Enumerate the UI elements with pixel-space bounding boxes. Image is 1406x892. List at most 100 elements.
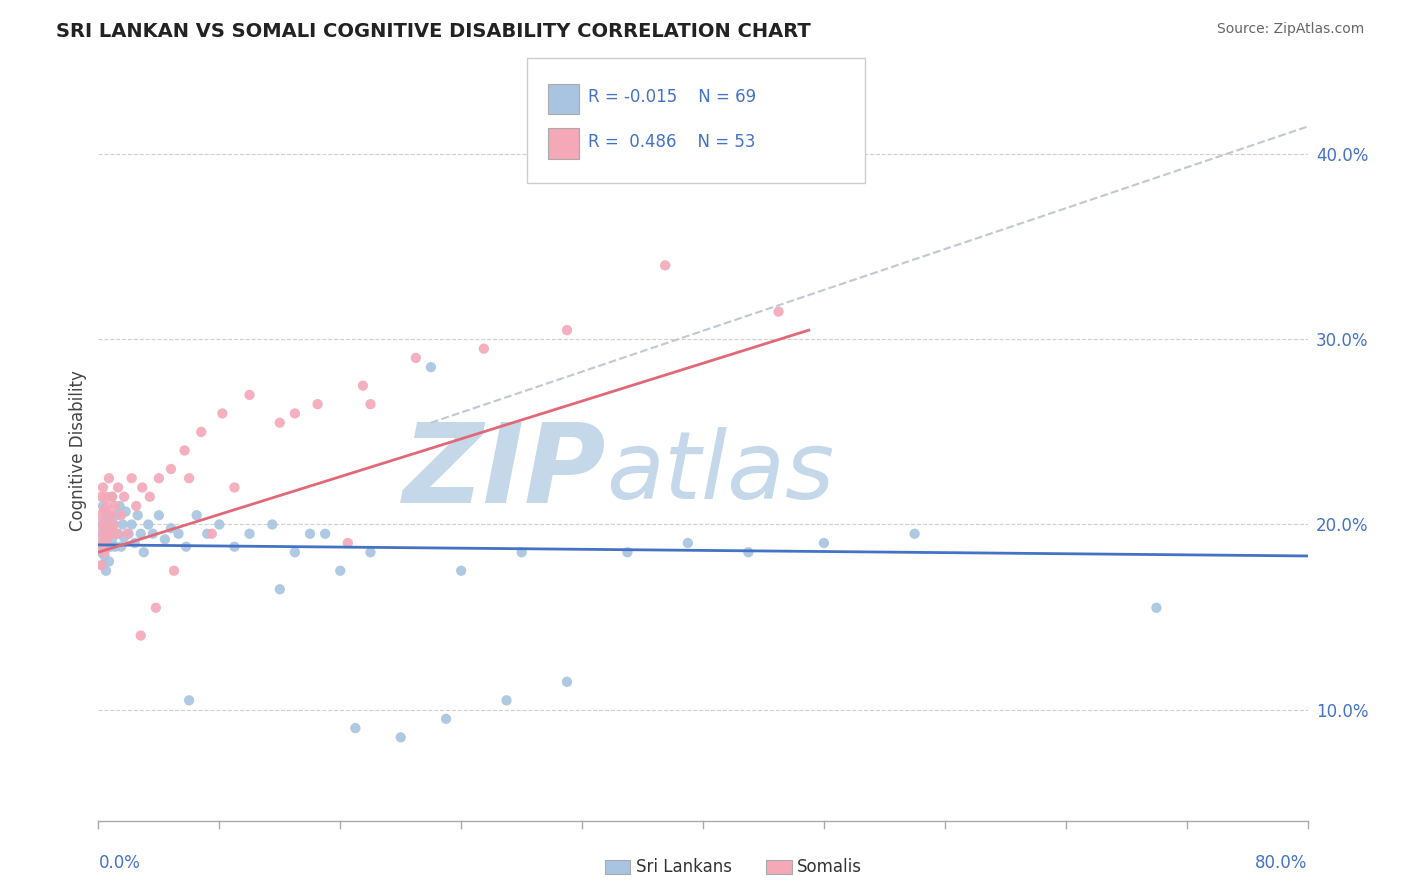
Point	[98, 526, 121, 541]
Point	[93, 549, 115, 563]
Point	[190, 425, 212, 439]
Point	[654, 259, 676, 273]
Point	[139, 490, 162, 504]
Point	[131, 480, 153, 494]
Point	[173, 443, 195, 458]
Point	[195, 526, 218, 541]
Point	[110, 508, 132, 523]
Point	[352, 378, 374, 392]
Point	[224, 480, 246, 494]
Point	[93, 523, 115, 537]
Point	[96, 533, 118, 547]
Point	[100, 540, 122, 554]
Point	[121, 471, 143, 485]
Point	[111, 517, 134, 532]
Point	[179, 693, 201, 707]
Point	[90, 558, 112, 573]
Point	[90, 545, 112, 559]
Y-axis label: Cognitive Disability: Cognitive Disability	[69, 370, 87, 531]
Point	[96, 514, 118, 528]
Point	[129, 526, 152, 541]
Point	[91, 480, 114, 494]
Point	[616, 545, 638, 559]
Text: ZIP: ZIP	[402, 419, 606, 526]
Point	[89, 536, 111, 550]
Point	[239, 388, 262, 402]
Point	[94, 517, 117, 532]
Point	[107, 480, 129, 494]
Point	[93, 545, 115, 559]
Point	[112, 531, 135, 545]
Point	[329, 564, 352, 578]
Point	[434, 712, 457, 726]
Text: R = -0.015    N = 69: R = -0.015 N = 69	[588, 88, 756, 106]
Point	[186, 508, 208, 523]
Text: R =  0.486    N = 53: R = 0.486 N = 53	[588, 133, 755, 151]
Point	[262, 517, 284, 532]
Point	[101, 490, 124, 504]
Point	[160, 521, 183, 535]
Point	[360, 397, 382, 411]
Point	[269, 582, 291, 597]
Text: Source: ZipAtlas.com: Source: ZipAtlas.com	[1216, 22, 1364, 37]
Point	[420, 360, 443, 375]
Point	[269, 416, 291, 430]
Point	[104, 540, 127, 554]
Point	[510, 545, 533, 559]
Point	[91, 558, 114, 573]
Point	[98, 471, 121, 485]
Point	[284, 407, 307, 421]
Point	[100, 526, 122, 541]
Point	[96, 499, 118, 513]
Point	[118, 526, 141, 541]
Point	[90, 517, 112, 532]
Point	[179, 471, 201, 485]
Point	[93, 502, 115, 516]
Point	[737, 545, 759, 559]
Point	[163, 564, 186, 578]
Point	[90, 540, 112, 554]
Point	[110, 540, 132, 554]
Point	[103, 517, 125, 532]
Point	[103, 517, 125, 532]
Point	[94, 564, 117, 578]
Point	[145, 600, 167, 615]
Point	[125, 499, 148, 513]
Point	[105, 526, 128, 541]
Text: SRI LANKAN VS SOMALI COGNITIVE DISABILITY CORRELATION CHART: SRI LANKAN VS SOMALI COGNITIVE DISABILIT…	[56, 22, 811, 41]
Point	[127, 508, 149, 523]
Point	[115, 526, 138, 541]
Point	[160, 462, 183, 476]
Point	[813, 536, 835, 550]
Point	[101, 533, 124, 547]
Point	[153, 533, 176, 547]
Point	[91, 536, 114, 550]
Point	[114, 504, 136, 518]
Point	[112, 490, 135, 504]
Point	[89, 508, 111, 523]
Point	[93, 502, 115, 516]
Point	[405, 351, 427, 365]
Point	[174, 540, 197, 554]
Point	[299, 526, 322, 541]
Point	[90, 490, 112, 504]
Point	[360, 545, 382, 559]
Text: atlas: atlas	[606, 427, 835, 518]
Point	[100, 508, 122, 523]
Text: 0.0%: 0.0%	[98, 854, 141, 872]
Point	[105, 508, 128, 523]
Text: Sri Lankans: Sri Lankans	[636, 858, 731, 876]
Point	[91, 517, 114, 532]
Text: 80.0%: 80.0%	[1256, 854, 1308, 872]
Point	[208, 517, 231, 532]
Point	[132, 545, 155, 559]
Point	[389, 731, 412, 745]
Point	[167, 526, 190, 541]
Point	[104, 499, 127, 513]
Point	[336, 536, 359, 550]
Point	[1144, 600, 1167, 615]
Point	[94, 533, 117, 547]
Point	[555, 674, 578, 689]
Point	[148, 471, 170, 485]
Point	[768, 304, 790, 318]
